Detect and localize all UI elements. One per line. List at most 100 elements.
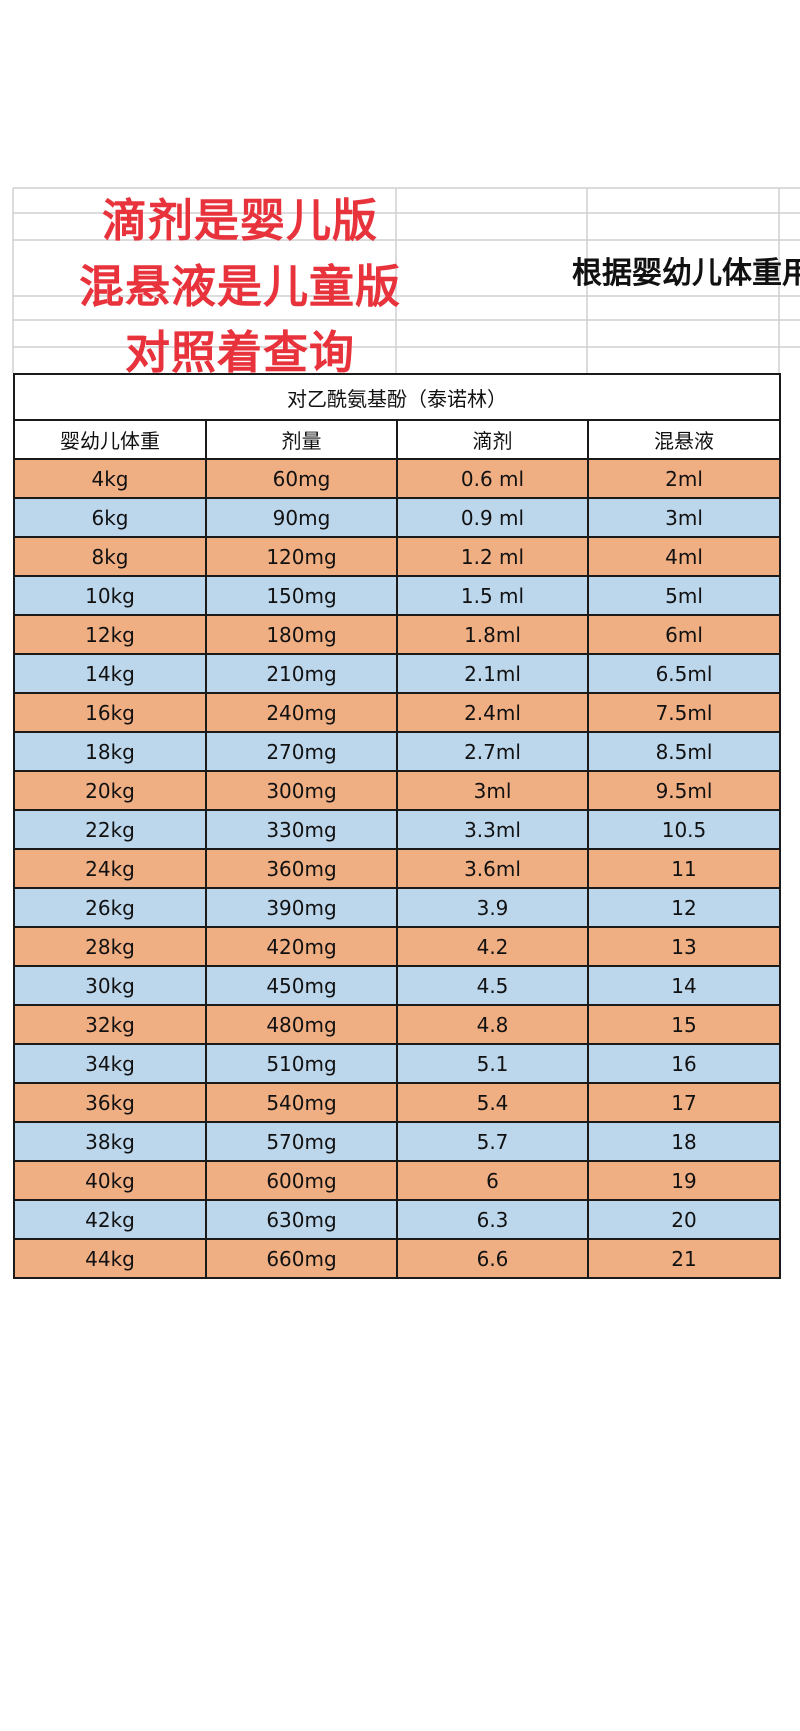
table-row: 22kg 330mg 3.3ml 10.5 [13, 809, 781, 850]
table-header-row: 婴幼儿体重 剂量 滴剂 混悬液 [13, 419, 781, 460]
cell-suspension: 2ml [587, 458, 781, 499]
table-row: 44kg 660mg 6.6 21 [13, 1238, 781, 1279]
cell-dose: 120mg [205, 536, 398, 577]
cell-suspension: 20 [587, 1199, 781, 1240]
cell-dose: 420mg [205, 926, 398, 967]
cell-suspension: 17 [587, 1082, 781, 1123]
cell-drops: 6.3 [396, 1199, 589, 1240]
table-row: 40kg 600mg 6 19 [13, 1160, 781, 1201]
cell-dose: 240mg [205, 692, 398, 733]
cell-dose: 510mg [205, 1043, 398, 1084]
cell-drops: 0.6 ml [396, 458, 589, 499]
table-row: 28kg 420mg 4.2 13 [13, 926, 781, 967]
header-weight: 婴幼儿体重 [13, 419, 207, 460]
cell-drops: 2.7ml [396, 731, 589, 772]
table-row: 14kg 210mg 2.1ml 6.5ml [13, 653, 781, 694]
cell-weight: 10kg [13, 575, 207, 616]
cell-dose: 360mg [205, 848, 398, 889]
header-dose: 剂量 [205, 419, 398, 460]
cell-dose: 570mg [205, 1121, 398, 1162]
cell-drops: 5.1 [396, 1043, 589, 1084]
cell-drops: 4.5 [396, 965, 589, 1006]
table-row: 12kg 180mg 1.8ml 6ml [13, 614, 781, 655]
header-suspension: 混悬液 [587, 419, 781, 460]
cell-drops: 1.2 ml [396, 536, 589, 577]
cell-weight: 26kg [13, 887, 207, 928]
cell-drops: 6.6 [396, 1238, 589, 1279]
cell-dose: 450mg [205, 965, 398, 1006]
cell-weight: 22kg [13, 809, 207, 850]
table-row: 32kg 480mg 4.8 15 [13, 1004, 781, 1045]
cell-drops: 1.5 ml [396, 575, 589, 616]
cell-drops: 1.8ml [396, 614, 589, 655]
note-line-drops: 滴剂是婴儿版 [101, 194, 378, 247]
cell-suspension: 16 [587, 1043, 781, 1084]
cell-dose: 270mg [205, 731, 398, 772]
cell-weight: 6kg [13, 497, 207, 538]
cell-weight: 34kg [13, 1043, 207, 1084]
cell-dose: 540mg [205, 1082, 398, 1123]
cell-suspension: 6.5ml [587, 653, 781, 694]
cell-suspension: 19 [587, 1160, 781, 1201]
dosage-heading: 根据婴幼儿体重用 [572, 256, 800, 291]
cell-weight: 32kg [13, 1004, 207, 1045]
red-note: 滴剂是婴儿版 混悬液是儿童版 对照着查询 [60, 188, 420, 386]
cell-weight: 12kg [13, 614, 207, 655]
cell-suspension: 14 [587, 965, 781, 1006]
table-row: 4kg 60mg 0.6 ml 2ml [13, 458, 781, 499]
cell-dose: 480mg [205, 1004, 398, 1045]
table-row: 10kg 150mg 1.5 ml 5ml [13, 575, 781, 616]
table-row: 30kg 450mg 4.5 14 [13, 965, 781, 1006]
cell-weight: 30kg [13, 965, 207, 1006]
cell-weight: 4kg [13, 458, 207, 499]
cell-suspension: 4ml [587, 536, 781, 577]
cell-drops: 5.4 [396, 1082, 589, 1123]
cell-drops: 4.8 [396, 1004, 589, 1045]
cell-weight: 16kg [13, 692, 207, 733]
cell-dose: 300mg [205, 770, 398, 811]
cell-drops: 2.4ml [396, 692, 589, 733]
cell-drops: 6 [396, 1160, 589, 1201]
dosage-table: 对乙酰氨基酚（泰诺林） 婴幼儿体重 剂量 滴剂 混悬液 4kg 60mg 0.6 m… [13, 373, 781, 1279]
table-title: 对乙酰氨基酚（泰诺林） [13, 373, 781, 421]
cell-dose: 660mg [205, 1238, 398, 1279]
table-row: 24kg 360mg 3.6ml 11 [13, 848, 781, 889]
cell-dose: 390mg [205, 887, 398, 928]
note-line-lookup: 对照着查询 [124, 326, 355, 379]
cell-dose: 150mg [205, 575, 398, 616]
note-line-suspension: 混悬液是儿童版 [78, 260, 401, 313]
cell-drops: 3.6ml [396, 848, 589, 889]
cell-drops: 2.1ml [396, 653, 589, 694]
cell-suspension: 15 [587, 1004, 781, 1045]
cell-drops: 0.9 ml [396, 497, 589, 538]
cell-weight: 8kg [13, 536, 207, 577]
table-row: 38kg 570mg 5.7 18 [13, 1121, 781, 1162]
table-row: 20kg 300mg 3ml 9.5ml [13, 770, 781, 811]
cell-weight: 18kg [13, 731, 207, 772]
table-row: 26kg 390mg 3.9 12 [13, 887, 781, 928]
table-row: 18kg 270mg 2.7ml 8.5ml [13, 731, 781, 772]
cell-dose: 60mg [205, 458, 398, 499]
cell-drops: 4.2 [396, 926, 589, 967]
cell-weight: 44kg [13, 1238, 207, 1279]
cell-suspension: 5ml [587, 575, 781, 616]
cell-weight: 38kg [13, 1121, 207, 1162]
cell-suspension: 13 [587, 926, 781, 967]
cell-weight: 42kg [13, 1199, 207, 1240]
header-drops: 滴剂 [396, 419, 589, 460]
table-row: 6kg 90mg 0.9 ml 3ml [13, 497, 781, 538]
cell-drops: 3.3ml [396, 809, 589, 850]
cell-drops: 3.9 [396, 887, 589, 928]
table-row: 36kg 540mg 5.4 17 [13, 1082, 781, 1123]
cell-weight: 28kg [13, 926, 207, 967]
cell-dose: 180mg [205, 614, 398, 655]
cell-suspension: 18 [587, 1121, 781, 1162]
cell-suspension: 7.5ml [587, 692, 781, 733]
cell-dose: 630mg [205, 1199, 398, 1240]
cell-dose: 330mg [205, 809, 398, 850]
cell-suspension: 9.5ml [587, 770, 781, 811]
cell-weight: 40kg [13, 1160, 207, 1201]
cell-suspension: 6ml [587, 614, 781, 655]
table-row: 42kg 630mg 6.3 20 [13, 1199, 781, 1240]
cell-suspension: 21 [587, 1238, 781, 1279]
